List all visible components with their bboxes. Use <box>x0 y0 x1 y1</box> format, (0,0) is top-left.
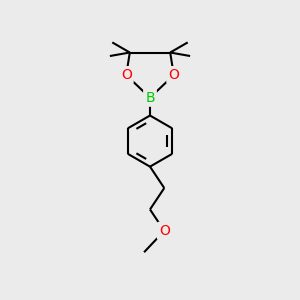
Text: B: B <box>145 91 155 105</box>
Text: O: O <box>168 68 179 82</box>
Text: O: O <box>159 224 170 238</box>
Text: O: O <box>121 68 132 82</box>
